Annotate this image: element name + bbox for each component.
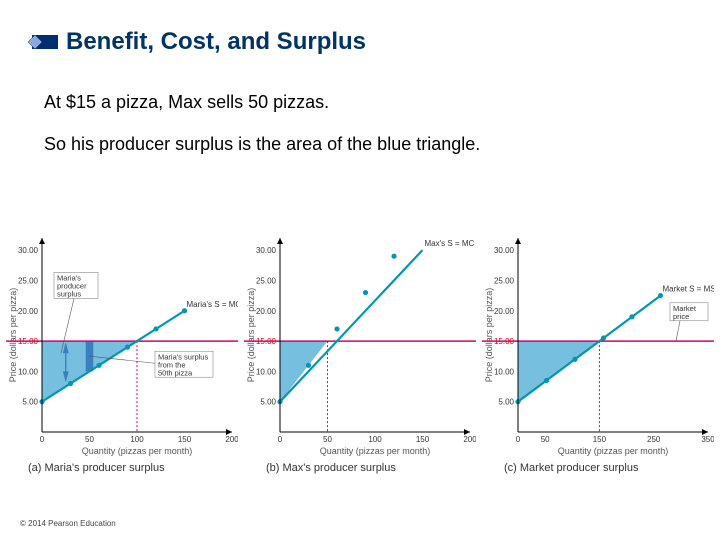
body-line-1: At $15 a pizza, Max sells 50 pizzas. [44, 92, 329, 113]
svg-text:price: price [673, 312, 689, 321]
chart-a: Price (dollars per pizza)5.0010.0015.002… [6, 230, 238, 474]
svg-text:350: 350 [701, 435, 714, 444]
svg-text:30.00: 30.00 [18, 246, 39, 255]
chart-b: Price (dollars per pizza)5.0010.0015.002… [244, 230, 476, 474]
svg-text:30.00: 30.00 [256, 246, 277, 255]
svg-text:150: 150 [593, 435, 607, 444]
chart-b-caption: (b) Max's producer surplus [244, 462, 476, 474]
chart-c: Price (dollars per pizza)5.0010.0015.002… [482, 230, 714, 474]
svg-text:50: 50 [541, 435, 550, 444]
svg-text:Price (dollars per pizza): Price (dollars per pizza) [246, 288, 256, 383]
svg-text:Quantity (pizzas per month): Quantity (pizzas per month) [320, 446, 431, 456]
svg-text:Quantity (pizzas per month): Quantity (pizzas per month) [558, 446, 669, 456]
svg-text:200: 200 [225, 435, 238, 444]
svg-text:20.00: 20.00 [18, 307, 39, 316]
page-title: Benefit, Cost, and Surplus [66, 28, 366, 56]
svg-text:5.00: 5.00 [260, 398, 276, 407]
header-bullet-icon [16, 32, 58, 52]
svg-text:Price (dollars per pizza): Price (dollars per pizza) [484, 288, 494, 383]
svg-text:5.00: 5.00 [498, 398, 514, 407]
svg-text:200: 200 [463, 435, 476, 444]
svg-text:30.00: 30.00 [494, 246, 515, 255]
svg-text:150: 150 [178, 435, 192, 444]
svg-text:25.00: 25.00 [18, 276, 39, 285]
charts-row: Price (dollars per pizza)5.0010.0015.002… [0, 230, 720, 474]
svg-text:0: 0 [278, 435, 283, 444]
svg-text:10.00: 10.00 [494, 367, 515, 376]
chart-c-caption: (c) Market producer surplus [482, 462, 714, 474]
svg-text:Price (dollars per pizza): Price (dollars per pizza) [8, 288, 18, 383]
svg-text:Max's S = MC: Max's S = MC [425, 239, 475, 248]
svg-text:100: 100 [368, 435, 382, 444]
svg-text:25.00: 25.00 [256, 276, 277, 285]
body-line-2: So his producer surplus is the area of t… [44, 134, 480, 155]
svg-text:Market S = MSC: Market S = MSC [663, 285, 715, 294]
chart-a-caption: (a) Maria's producer surplus [6, 462, 238, 474]
svg-text:5.00: 5.00 [22, 398, 38, 407]
copyright-footer: © 2014 Pearson Education [20, 519, 116, 528]
svg-text:50: 50 [323, 435, 332, 444]
svg-text:250: 250 [647, 435, 661, 444]
svg-text:150: 150 [416, 435, 430, 444]
svg-text:10.00: 10.00 [256, 367, 277, 376]
svg-text:0: 0 [40, 435, 45, 444]
svg-text:Quantity (pizzas per month): Quantity (pizzas per month) [82, 446, 193, 456]
svg-text:0: 0 [516, 435, 521, 444]
svg-text:100: 100 [130, 435, 144, 444]
svg-text:Maria's S = MC: Maria's S = MC [187, 300, 239, 309]
svg-text:50th pizza: 50th pizza [158, 368, 193, 377]
svg-text:surplus: surplus [57, 289, 81, 298]
svg-text:25.00: 25.00 [494, 276, 515, 285]
svg-text:20.00: 20.00 [256, 307, 277, 316]
svg-text:50: 50 [85, 435, 94, 444]
svg-text:10.00: 10.00 [18, 367, 39, 376]
svg-text:20.00: 20.00 [494, 307, 515, 316]
